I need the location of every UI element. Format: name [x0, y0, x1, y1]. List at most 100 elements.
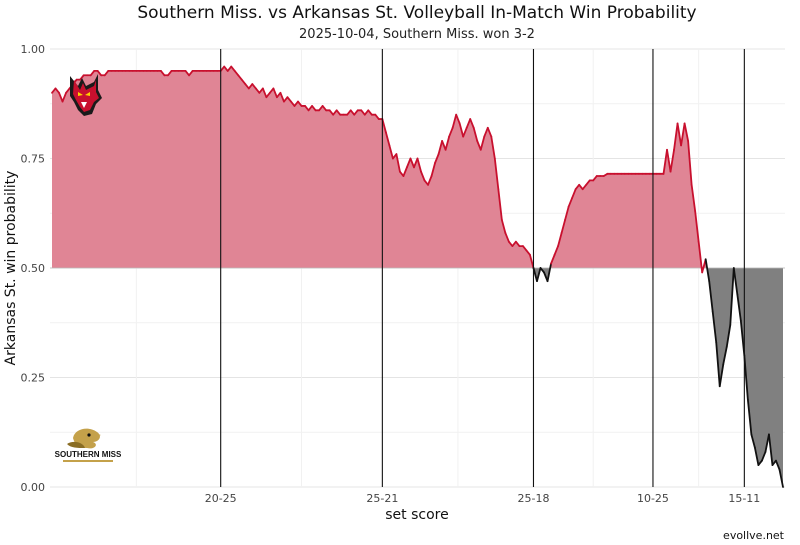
x-tick-label: 15-11 — [728, 492, 760, 505]
win-probability-line-segment — [367, 109, 373, 116]
win-probability-line-segment — [388, 144, 394, 160]
win-probability-line-segment — [536, 267, 542, 283]
win-probability-line-segment — [490, 135, 496, 160]
win-probability-line-segment — [539, 267, 545, 274]
win-probability-line-segment — [318, 105, 324, 112]
win-probability-line-segment — [96, 70, 103, 77]
win-probability-line-segment — [290, 100, 296, 107]
win-probability-line-segment — [353, 109, 359, 116]
chart-subtitle: 2025-10-04, Southern Miss. won 3-2 — [299, 27, 535, 42]
source-caption: evollve.net — [723, 529, 785, 542]
win-probability-line-segment — [493, 157, 500, 191]
win-probability-line-segment — [483, 126, 489, 138]
win-probability-line-segment — [430, 161, 436, 177]
win-probability-line-segment — [592, 175, 598, 182]
win-probability-line-segment — [715, 341, 721, 388]
win-probability-line-segment — [736, 293, 742, 322]
win-probability-line-segment — [701, 258, 707, 274]
y-tick-label: 0.50 — [21, 262, 46, 275]
win-probability-line-segment — [472, 126, 479, 142]
win-probability-line-segment — [529, 253, 535, 269]
win-probability-line-segment — [564, 205, 570, 221]
win-probability-line-segment — [409, 157, 415, 169]
win-probability-line-segment — [739, 319, 746, 357]
win-probability-line-segment — [272, 87, 278, 99]
win-probability-line-segment — [550, 253, 556, 265]
win-probability-line-segment — [247, 83, 254, 90]
win-probability-line-segment — [261, 87, 268, 99]
win-probability-line-segment — [311, 105, 317, 112]
win-probability-line-segment — [455, 113, 461, 125]
win-probability-line-segment — [546, 262, 552, 283]
golden-eagle-logo-text: SOUTHERN MISS — [55, 450, 122, 459]
win-probability-line-segment — [732, 267, 739, 296]
win-probability-line-segment — [363, 109, 370, 116]
x-tick-label: 25-18 — [517, 492, 549, 505]
x-tick-label: 25-21 — [366, 492, 398, 505]
win-probability-line-segment — [360, 109, 366, 116]
win-probability-line-segment — [233, 70, 240, 77]
win-probability-line-segment — [346, 109, 352, 116]
win-probability-line-segment — [511, 240, 517, 248]
arkansas-st-area — [52, 66, 708, 269]
win-probability-line-segment — [532, 267, 538, 283]
win-probability-line-segment — [729, 267, 735, 326]
win-probability-line-segment — [711, 310, 718, 344]
win-probability-line-segment — [515, 240, 521, 248]
chart-title: Southern Miss. vs Arkansas St. Volleybal… — [137, 3, 696, 23]
golden-eagle-logo: SOUTHERN MISS — [55, 428, 122, 462]
win-probability-line-segment — [687, 140, 693, 186]
win-probability-line-segment — [58, 91, 64, 103]
win-probability-line-segment — [746, 398, 753, 436]
win-probability-line-segment — [525, 249, 531, 256]
win-probability-line-segment — [578, 183, 584, 191]
win-probability-line-segment — [244, 83, 250, 90]
win-probability-line-segment — [51, 87, 57, 94]
win-probability-line-segment — [522, 245, 528, 252]
win-probability-line-segment — [497, 188, 503, 221]
win-probability-line-segment — [434, 153, 440, 164]
y-tick-label: 0.25 — [21, 372, 46, 385]
win-probability-line-segment — [413, 157, 419, 169]
win-probability-line-segment — [188, 70, 194, 77]
win-probability-line-segment — [585, 179, 591, 186]
win-probability-line-segment — [666, 148, 672, 173]
win-probability-line-segment — [79, 74, 85, 81]
x-axis-ticks: 20-25 25-21 25-18 10-25 15-11 — [205, 492, 761, 505]
y-tick-label: 1.00 — [21, 43, 46, 56]
y-tick-label: 0.00 — [21, 481, 46, 494]
probability-areas — [50, 66, 785, 487]
win-probability-line-segment — [557, 232, 563, 248]
win-probability-line-segment — [718, 363, 725, 388]
win-probability-line-segment — [219, 65, 226, 72]
win-probability-line-segment — [567, 197, 574, 208]
y-axis-label: Arkansas St. win probability — [3, 171, 19, 366]
x-tick-label: 20-25 — [205, 492, 237, 505]
win-probability-line-segment — [265, 91, 271, 99]
win-probability-line-segment — [61, 91, 67, 103]
win-probability-line-segment — [778, 468, 784, 488]
win-probability-line-segment — [507, 240, 514, 248]
win-probability-line-segment — [374, 113, 380, 120]
win-probability-line-segment — [328, 109, 335, 116]
win-probability-line-segment — [571, 188, 577, 199]
win-probability-line-segment — [381, 118, 387, 134]
win-probability-line-segment — [167, 70, 173, 77]
win-probability-line-segment — [553, 245, 559, 256]
win-probability-line-segment — [775, 459, 781, 471]
win-probability-line-segment — [448, 126, 454, 138]
win-probability-line-segment — [683, 122, 690, 142]
probability-lines — [51, 65, 784, 488]
win-probability-line-segment — [673, 122, 679, 151]
win-probability-line-segment — [254, 87, 261, 94]
win-probability-line-segment — [395, 153, 401, 173]
win-probability-line-segment — [444, 135, 451, 151]
y-axis-ticks: 0.00 0.25 0.50 0.75 1.00 — [21, 43, 46, 494]
win-probability-line-segment — [184, 70, 190, 77]
win-probability-line-segment — [697, 240, 704, 274]
win-probability-line-segment — [406, 157, 412, 169]
win-probability-line-segment — [420, 170, 426, 182]
win-probability-line-segment — [504, 232, 510, 243]
win-probability-line-segment — [462, 126, 468, 138]
